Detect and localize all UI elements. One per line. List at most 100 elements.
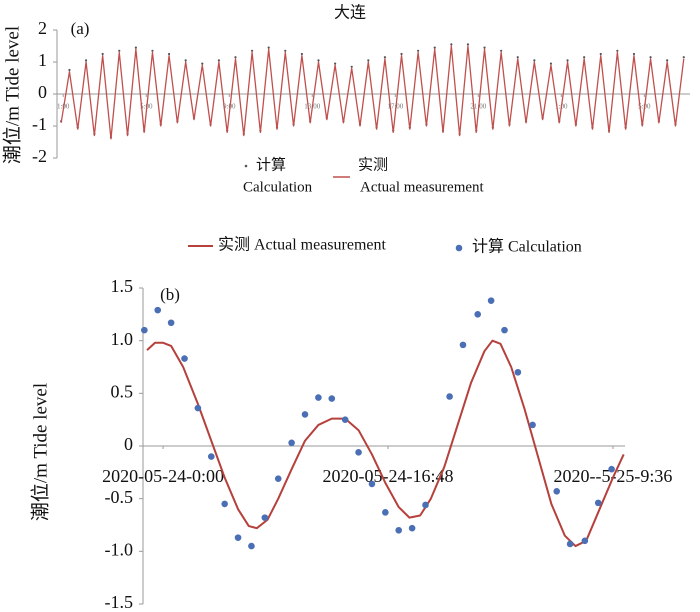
data-point bbox=[334, 62, 337, 65]
data-point bbox=[529, 421, 536, 429]
data-point bbox=[201, 62, 204, 65]
data-point bbox=[234, 534, 242, 541]
data-point bbox=[274, 475, 282, 482]
data-point bbox=[408, 524, 416, 532]
data-point bbox=[599, 52, 602, 56]
data-point bbox=[594, 499, 602, 507]
data-point bbox=[207, 453, 215, 460]
legend-label: 实测 bbox=[358, 156, 388, 173]
data-point bbox=[250, 49, 254, 52]
legend-label: Calculation bbox=[243, 179, 313, 195]
data-point bbox=[234, 56, 237, 59]
y-tick-label: 1.0 bbox=[111, 329, 134, 349]
y-tick-label: -1 bbox=[32, 114, 47, 134]
data-point bbox=[84, 59, 88, 62]
data-point bbox=[367, 59, 370, 62]
data-point bbox=[167, 319, 175, 327]
y-axis-label: 潮位/m Tide level bbox=[29, 383, 51, 521]
data-point bbox=[181, 355, 188, 362]
legend-marker bbox=[244, 164, 248, 168]
data-point bbox=[68, 68, 71, 72]
data-point bbox=[422, 501, 429, 509]
data-point bbox=[400, 52, 403, 56]
data-point bbox=[382, 509, 389, 516]
data-point bbox=[500, 49, 503, 52]
data-point bbox=[583, 56, 586, 59]
legend-label: 计算 Calculation bbox=[472, 237, 582, 256]
chart-title: 大连 bbox=[334, 4, 366, 22]
data-point bbox=[553, 487, 561, 495]
data-point bbox=[474, 311, 482, 318]
data-point bbox=[328, 395, 336, 402]
data-point bbox=[466, 43, 470, 46]
data-point bbox=[666, 59, 669, 62]
y-tick-label: -0.5 bbox=[105, 487, 134, 507]
data-point bbox=[134, 46, 137, 49]
data-point bbox=[315, 394, 322, 401]
y-tick-label: 0.5 bbox=[111, 381, 134, 401]
legend-label: 计算 bbox=[256, 155, 286, 173]
data-point bbox=[101, 52, 104, 56]
data-point bbox=[288, 439, 295, 447]
x-tick-label: 2020-05-24-0:00 bbox=[102, 466, 224, 486]
y-tick-label: 0 bbox=[124, 434, 133, 454]
data-point bbox=[167, 52, 171, 56]
data-point bbox=[450, 43, 453, 46]
x-tick-label: 2020-05-24-16:48 bbox=[323, 466, 454, 486]
data-point bbox=[395, 526, 403, 534]
data-point bbox=[566, 540, 574, 548]
legend-label: Actual measurement bbox=[360, 179, 485, 195]
data-point bbox=[581, 537, 589, 545]
data-point bbox=[632, 52, 636, 56]
data-point bbox=[616, 49, 619, 52]
y-tick-label: 1.5 bbox=[111, 276, 134, 296]
panel-label: (a) bbox=[71, 19, 90, 38]
data-point bbox=[317, 59, 320, 62]
legend-marker bbox=[455, 244, 463, 252]
y-tick-label: 1 bbox=[38, 50, 47, 70]
data-point bbox=[433, 46, 436, 49]
data-point bbox=[141, 326, 148, 334]
data-point bbox=[514, 368, 522, 376]
panel-label: (b) bbox=[160, 285, 180, 304]
data-point bbox=[355, 449, 362, 456]
data-point bbox=[118, 49, 121, 52]
data-point bbox=[194, 404, 202, 412]
data-point bbox=[267, 46, 270, 49]
data-point bbox=[483, 46, 486, 49]
data-point bbox=[417, 49, 420, 52]
y-tick-label: -2 bbox=[32, 146, 47, 166]
y-tick-label: 2 bbox=[38, 18, 47, 38]
data-point bbox=[217, 59, 220, 62]
data-point bbox=[446, 393, 453, 400]
data-point bbox=[221, 500, 228, 508]
data-point bbox=[501, 326, 508, 334]
data-point bbox=[300, 52, 303, 56]
data-point bbox=[261, 514, 269, 521]
data-point bbox=[151, 49, 154, 52]
data-point bbox=[549, 62, 553, 65]
data-point bbox=[248, 542, 255, 550]
legend-label: 实测 Actual measurement bbox=[218, 236, 387, 254]
data-point bbox=[383, 56, 387, 59]
data-point bbox=[649, 56, 652, 59]
data-line bbox=[60, 45, 685, 140]
data-point bbox=[459, 341, 467, 349]
data-point bbox=[350, 65, 353, 68]
data-point bbox=[154, 306, 162, 314]
y-tick-label: -1.5 bbox=[105, 592, 134, 612]
data-point bbox=[566, 59, 569, 62]
data-point bbox=[682, 56, 685, 59]
data-point bbox=[301, 411, 309, 418]
data-point bbox=[608, 465, 615, 473]
data-point bbox=[284, 49, 287, 52]
y-tick-label: 0 bbox=[38, 82, 47, 102]
data-line bbox=[146, 339, 625, 548]
data-point bbox=[487, 297, 495, 304]
y-tick-label: -1.0 bbox=[105, 539, 134, 559]
data-point bbox=[341, 416, 349, 423]
y-axis-label: 潮位/m Tide level bbox=[1, 26, 23, 164]
data-point bbox=[368, 480, 376, 488]
data-point bbox=[533, 59, 536, 62]
